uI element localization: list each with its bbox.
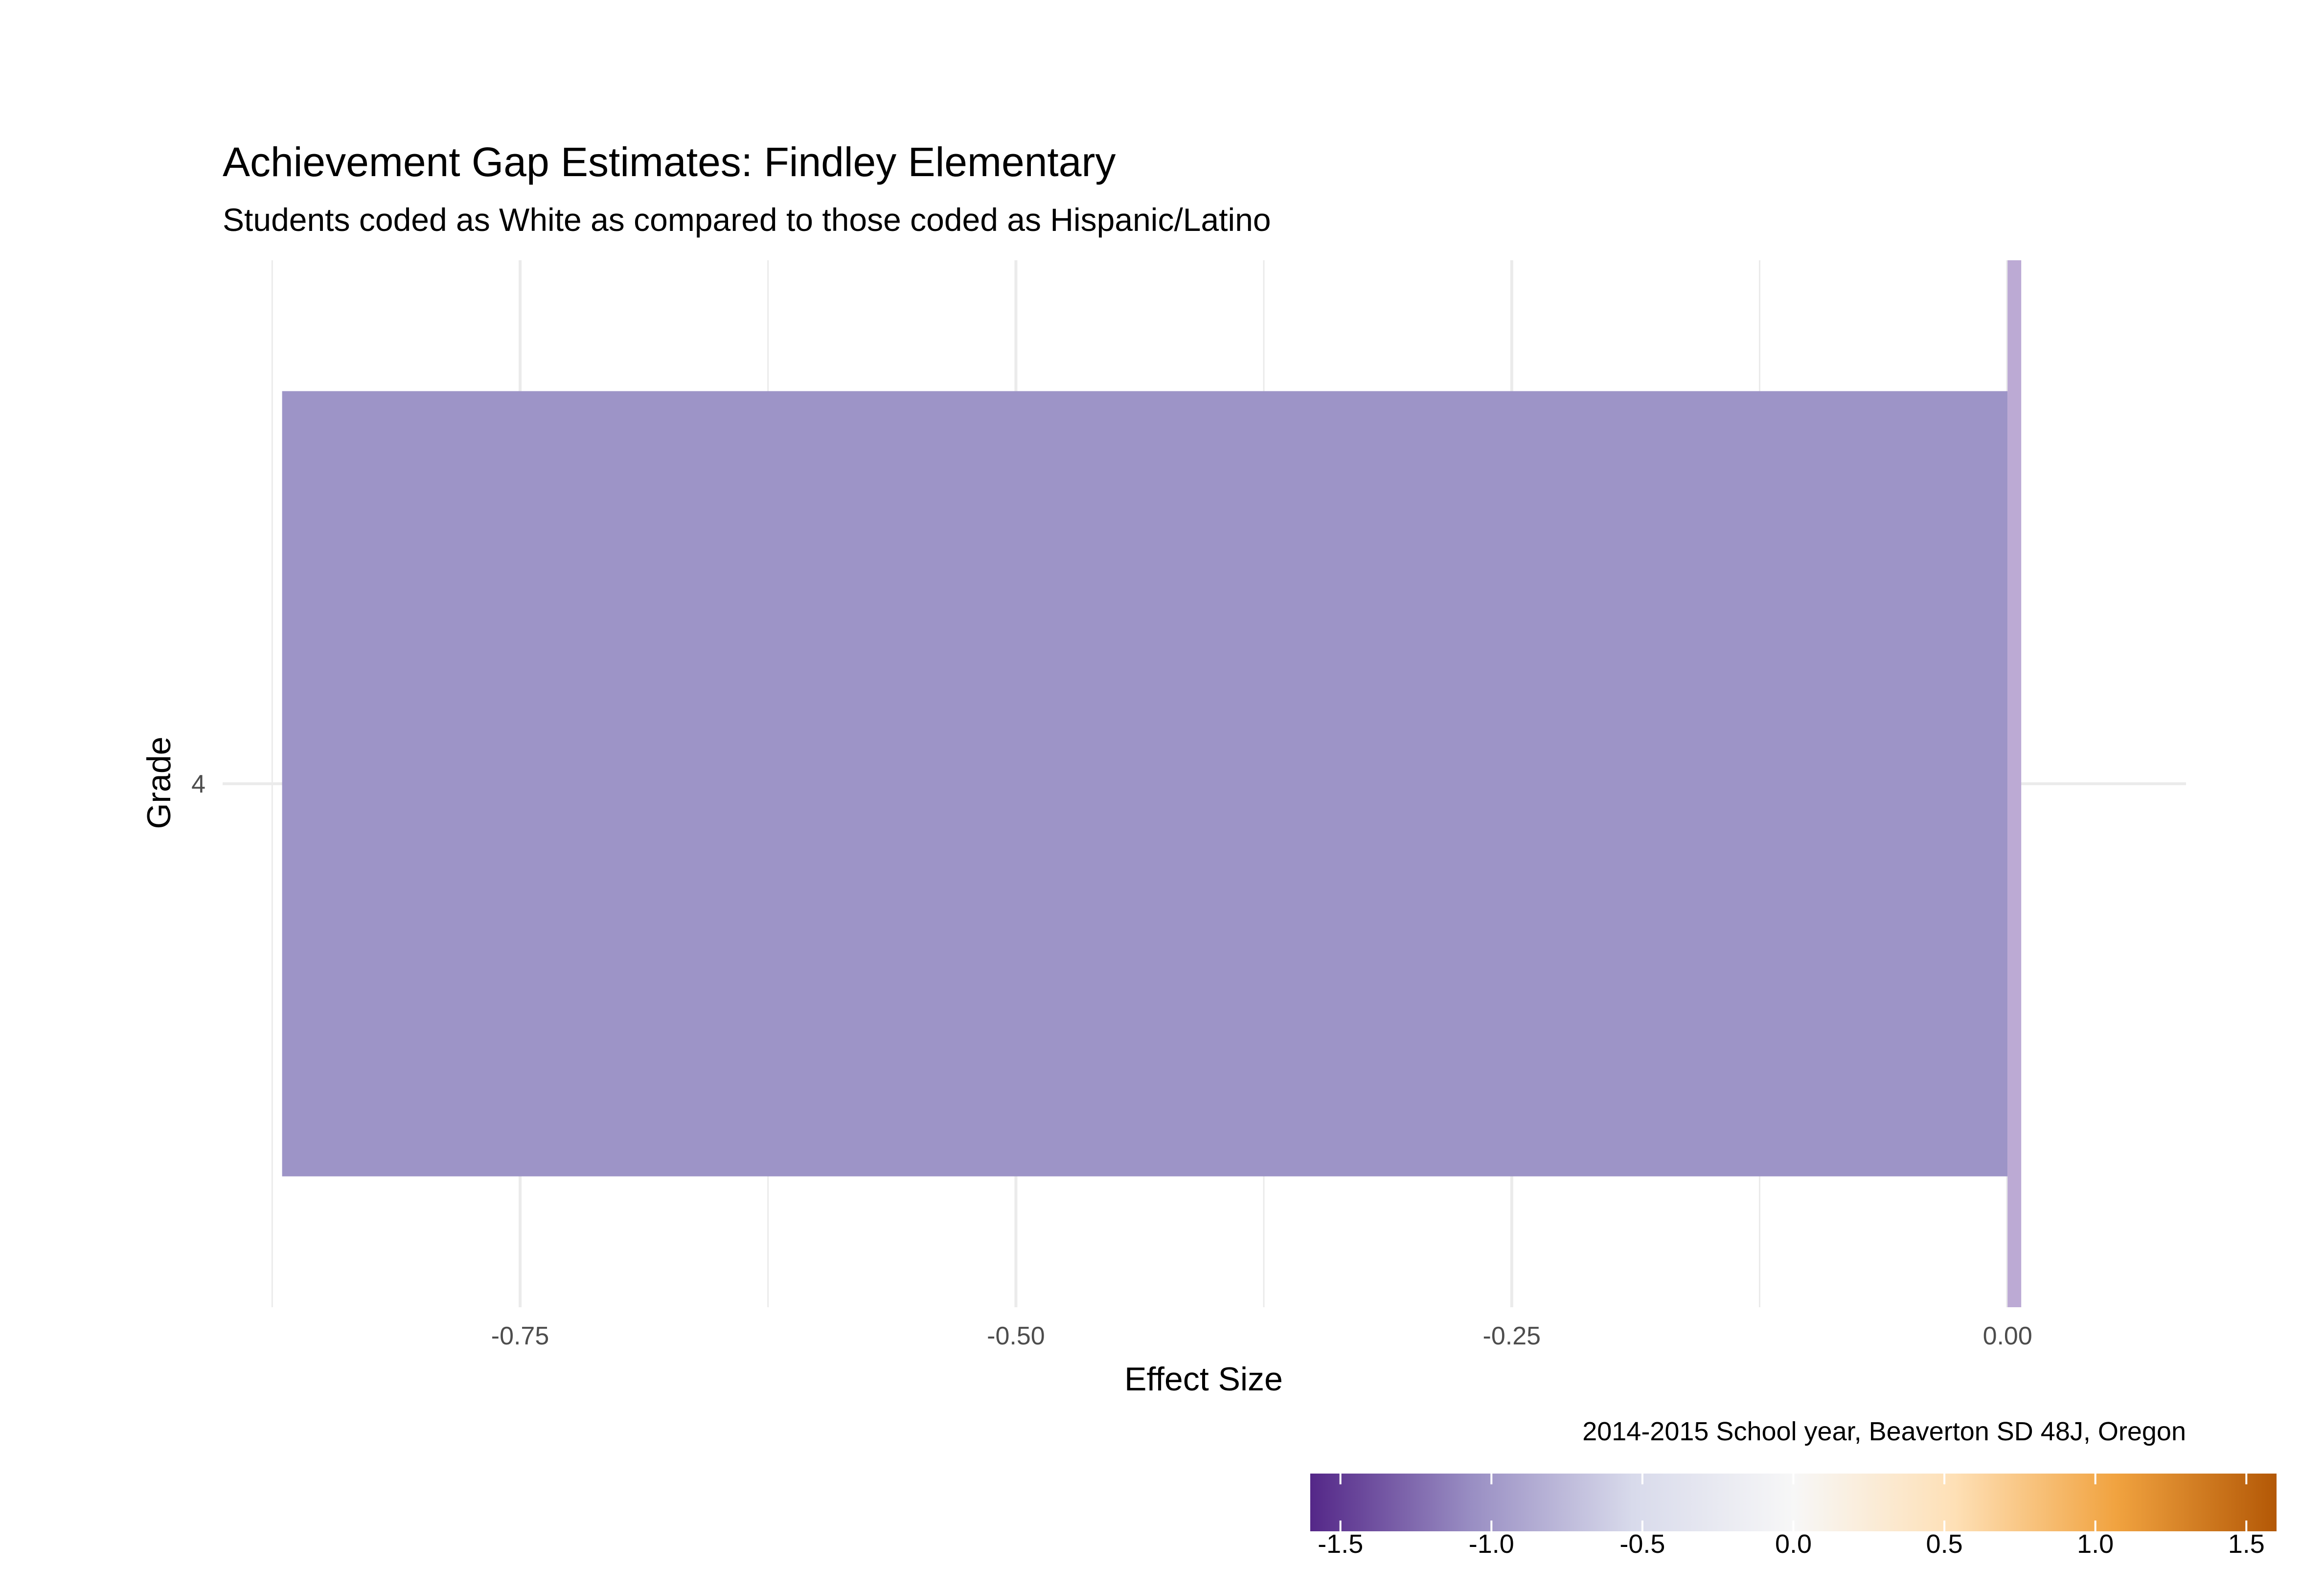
x-tick-label: -0.25 xyxy=(1483,1322,1541,1350)
colorbar-label: -1.5 xyxy=(1318,1529,1363,1559)
colorbar-label: 1.0 xyxy=(2077,1529,2114,1559)
chart-title: Achievement Gap Estimates: Findley Eleme… xyxy=(223,139,1116,185)
colorbar-ticks xyxy=(1339,1474,2248,1531)
chart-subtitle: Students coded as White as compared to t… xyxy=(223,202,1271,238)
chart-caption: 2014-2015 School year, Beaverton SD 48J,… xyxy=(1582,1417,2186,1446)
y-tick-label: 4 xyxy=(191,770,205,798)
x-tick-label: -0.75 xyxy=(491,1322,549,1350)
colorbar-legend: -1.5 -1.0 -0.5 0.0 0.5 1.0 1.5 xyxy=(1310,1474,2277,1559)
colorbar-label: -1.0 xyxy=(1469,1529,1514,1559)
x-axis-title: Effect Size xyxy=(1124,1361,1283,1398)
colorbar-label: 0.5 xyxy=(1926,1529,1963,1559)
bars xyxy=(282,391,2008,1177)
x-tick-label: 0.00 xyxy=(1983,1322,2032,1350)
colorbar-label: 0.0 xyxy=(1775,1529,1812,1559)
colorbar-label: 1.5 xyxy=(2228,1529,2265,1559)
colorbar-label: -0.5 xyxy=(1619,1529,1665,1559)
bar xyxy=(282,391,2008,1177)
reference-line-group xyxy=(2007,260,2022,1307)
x-tick-label: -0.50 xyxy=(987,1322,1045,1350)
y-tick-labels: 4 xyxy=(191,770,205,798)
colorbar-labels: -1.5 -1.0 -0.5 0.0 0.5 1.0 1.5 xyxy=(1318,1529,2265,1559)
y-axis-title: Grade xyxy=(140,737,178,829)
reference-line xyxy=(2007,260,2022,1307)
x-tick-labels: -0.75 -0.50 -0.25 0.00 xyxy=(491,1322,2032,1350)
